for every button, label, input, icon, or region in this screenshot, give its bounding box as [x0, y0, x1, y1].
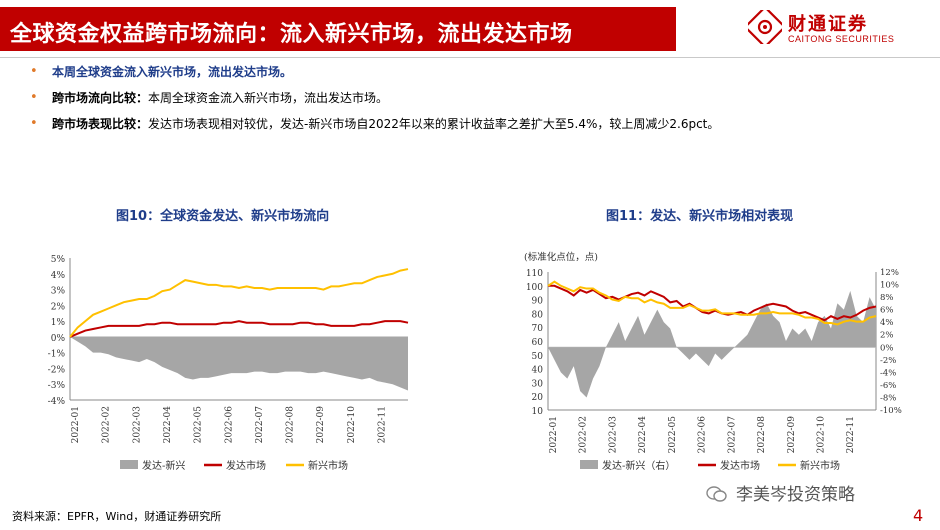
- chart-10-title: 图10：全球资金发达、新兴市场流向: [116, 209, 330, 224]
- y-tick-label: -2%: [48, 365, 66, 375]
- legend-label: 发达市场: [720, 459, 760, 472]
- x-tick-label: 2022-03: [608, 416, 618, 454]
- y-right-tick-label: 8%: [880, 293, 894, 303]
- x-tick-label: 2022-09: [316, 406, 326, 444]
- y-right-tick-label: 6%: [880, 306, 894, 316]
- y-right-tick-label: -2%: [880, 356, 896, 366]
- x-tick-label: 2022-03: [132, 406, 142, 444]
- series-line: [547, 280, 877, 326]
- x-tick-label: 2022-07: [255, 406, 265, 444]
- x-tick-label: 2022-06: [224, 406, 234, 444]
- logo-english-name: CAITONG SECURITIES: [788, 34, 895, 44]
- x-tick-label: 2022-10: [816, 416, 826, 454]
- logo-mark-icon: [748, 10, 782, 44]
- y-tick-label: 2%: [51, 302, 66, 312]
- company-logo: 财通证券 CAITONG SECURITIES: [748, 8, 928, 50]
- y-tick-label: -4%: [48, 397, 66, 407]
- y-right-tick-label: 10%: [880, 281, 899, 291]
- bullet-text: 发达市场表现相对较优，发达-新兴市场自2022年以来的累计收益率之差扩大至5.4…: [148, 117, 720, 131]
- x-tick-label: 2022-10: [347, 406, 357, 444]
- bullet-item: • 跨市场表现比较：发达市场表现相对较优，发达-新兴市场自2022年以来的累计收…: [30, 116, 920, 142]
- page-title: 全球资金权益跨市场流向：流入新兴市场，流出发达市场: [10, 22, 573, 47]
- y-right-tick-label: -8%: [880, 393, 896, 403]
- bullet-label: 跨市场流向比较：: [52, 91, 149, 105]
- y-tick-label: 110: [526, 269, 543, 279]
- y-right-tick-label: -4%: [880, 368, 896, 378]
- x-tick-label: 2022-08: [757, 416, 767, 454]
- x-tick-label: 2022-11: [378, 406, 388, 443]
- bullet-dot-icon: •: [30, 90, 38, 105]
- series-area: [70, 336, 408, 391]
- y-tick-label: 1%: [51, 318, 66, 328]
- header-divider: [0, 57, 940, 58]
- chart-11-title: 图11：发达、新兴市场相对表现: [606, 209, 794, 224]
- bullet-text: 本周全球资金流入新兴市场，流出发达市场。: [148, 91, 389, 105]
- y-right-tick-label: -10%: [880, 406, 902, 416]
- title-bar: 全球资金权益跨市场流向：流入新兴市场，流出发达市场: [0, 7, 676, 51]
- y-tick-label: -3%: [48, 381, 66, 391]
- legend-label: 发达市场: [226, 459, 266, 472]
- y-tick-label: 100: [526, 283, 543, 293]
- bullet-item: • 跨市场流向比较：本周全球资金流入新兴市场，流出发达市场。: [30, 90, 920, 116]
- bullet-list: • 本周全球资金流入新兴市场，流出发达市场。 • 跨市场流向比较：本周全球资金流…: [30, 64, 920, 142]
- y-tick-label: 60: [532, 338, 544, 348]
- y-right-tick-label: -6%: [880, 381, 896, 391]
- x-tick-label: 2022-09: [787, 416, 797, 454]
- bullet-dot-icon: •: [30, 116, 38, 131]
- y-tick-label: 40: [532, 366, 544, 376]
- series-area: [548, 290, 876, 398]
- y-tick-label: 5%: [51, 255, 66, 265]
- logo-chinese-name: 财通证券: [788, 14, 868, 35]
- bullet-item: • 本周全球资金流入新兴市场，流出发达市场。: [30, 64, 920, 90]
- x-tick-label: 2022-01: [71, 406, 81, 443]
- x-tick-label: 2022-04: [163, 406, 173, 444]
- wechat-watermark: 李美岑投资策略: [706, 480, 855, 505]
- header: 全球资金权益跨市场流向：流入新兴市场，流出发达市场 财通证券 CAITONG S…: [0, 0, 940, 58]
- y-tick-label: 90: [532, 297, 544, 307]
- x-tick-label: 2022-02: [102, 406, 112, 443]
- y-right-tick-label: 12%: [880, 268, 899, 278]
- series-line: [69, 320, 409, 338]
- series-line: [69, 268, 409, 338]
- y-right-tick-label: 2%: [880, 331, 894, 341]
- chart-10-fund-flows: 5% 4% 3% 2% 1% 0% -1% -2% -3% -4% 2022-01 2022-02 20…: [48, 255, 409, 472]
- y-tick-label: 4%: [51, 271, 66, 281]
- chart-11-subtitle: (标准化点位，点): [524, 251, 598, 263]
- y-tick-label: 30: [532, 379, 544, 389]
- x-tick-label: 2022-01: [549, 416, 559, 453]
- legend-swatch: [580, 460, 598, 469]
- y-tick-label: 0%: [51, 334, 66, 344]
- y-right-tick-label: 0%: [880, 343, 894, 353]
- source-note: 资料来源：EPFR，Wind，财通证券研究所: [12, 510, 222, 523]
- y-tick-label: 10: [532, 407, 544, 417]
- x-tick-label: 2022-02: [579, 416, 589, 453]
- legend-swatch: [120, 460, 138, 469]
- page-number: 4: [913, 506, 924, 525]
- legend-label: 发达-新兴: [142, 459, 185, 472]
- y-tick-label: 80: [532, 310, 544, 320]
- y-tick-label: 20: [532, 393, 544, 403]
- x-tick-label: 2022-05: [668, 416, 678, 454]
- y-tick-label: 50: [532, 352, 544, 362]
- bullet-text: 本周全球资金流入新兴市场，流出发达市场。: [52, 65, 293, 79]
- x-tick-label: 2022-07: [727, 416, 737, 454]
- series-line: [548, 284, 877, 322]
- y-tick-label: 3%: [51, 287, 66, 297]
- chart-11-relative-performance: (标准化点位，点) 110 100 90 80 70 60 50 40 30 20 10 12% 10% 8…: [524, 251, 902, 472]
- x-tick-label: 2022-11: [846, 416, 856, 453]
- x-tick-label: 2022-08: [286, 406, 296, 444]
- bullet-label: 跨市场表现比较：: [52, 117, 149, 131]
- x-tick-label: 2022-04: [638, 416, 648, 454]
- y-tick-label: -1%: [48, 350, 66, 360]
- watermark-text: 李美岑投资策略: [736, 485, 855, 505]
- x-tick-label: 2022-06: [698, 416, 708, 454]
- bullet-dot-icon: •: [30, 64, 38, 79]
- legend-label: 新兴市场: [800, 459, 840, 472]
- y-right-tick-label: 4%: [880, 318, 894, 328]
- wechat-icon: [706, 486, 727, 502]
- y-tick-label: 70: [532, 324, 544, 334]
- legend-label: 新兴市场: [308, 459, 348, 472]
- x-tick-label: 2022-05: [194, 406, 204, 444]
- legend-label: 发达-新兴（右）: [602, 459, 675, 472]
